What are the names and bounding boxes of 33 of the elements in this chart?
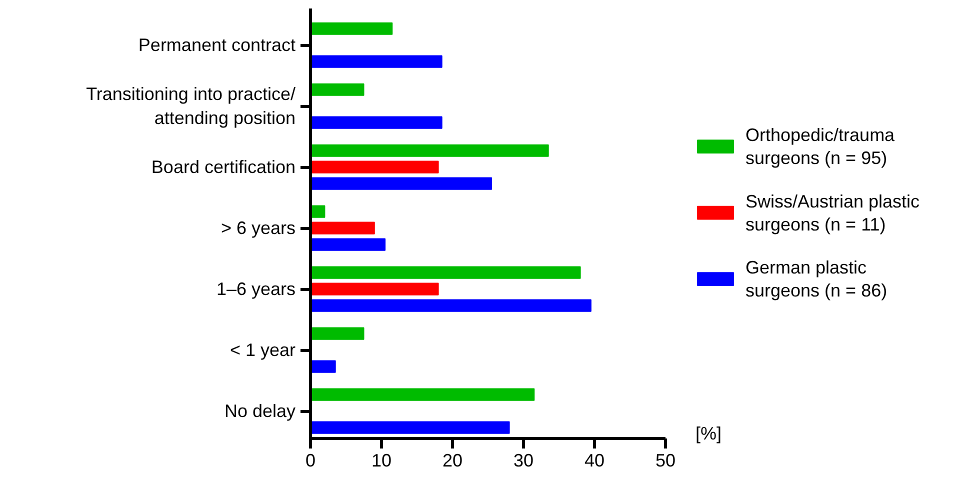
y-tick-label: Permanent contract: [138, 35, 296, 56]
legend-label: Swiss/Austrian plastic surgeons (n = 11): [746, 191, 920, 234]
bar: [310, 299, 592, 312]
bar: [310, 282, 439, 296]
y-tick-label: No delay: [224, 401, 296, 422]
y-tick-label: Transitioning into practice/ attending position: [86, 84, 296, 128]
y-tick-label: 1–6 years: [216, 279, 296, 300]
bar: [310, 116, 442, 129]
legend-label: Orthopedic/trauma surgeons (n = 95): [746, 125, 896, 168]
bar: [310, 55, 442, 68]
y-tick-label: < 1 year: [230, 340, 296, 360]
bar: [310, 222, 375, 234]
y-tick-label: Board certification: [151, 157, 296, 178]
x-tick-label: 0: [305, 450, 316, 470]
bar: [310, 22, 393, 35]
x-tick-label: 30: [513, 450, 534, 470]
x-tick-label: 50: [655, 450, 676, 470]
y-tick-label: > 6 years: [220, 218, 296, 238]
bar: [310, 388, 535, 401]
bar: [310, 160, 439, 174]
bar: [310, 144, 549, 157]
bar: [310, 238, 386, 251]
x-tick-label: 20: [442, 450, 463, 470]
bar: [310, 421, 510, 434]
legend-label: German plastic surgeons (n = 86): [746, 258, 888, 301]
x-tick-label: 40: [584, 450, 605, 470]
bar: [310, 177, 492, 190]
bar: [310, 327, 364, 340]
x-tick-label: 10: [371, 450, 392, 470]
bar: [310, 83, 364, 96]
bar: [310, 266, 581, 279]
x-axis-title: [%]: [696, 424, 722, 444]
bar: [310, 360, 336, 373]
